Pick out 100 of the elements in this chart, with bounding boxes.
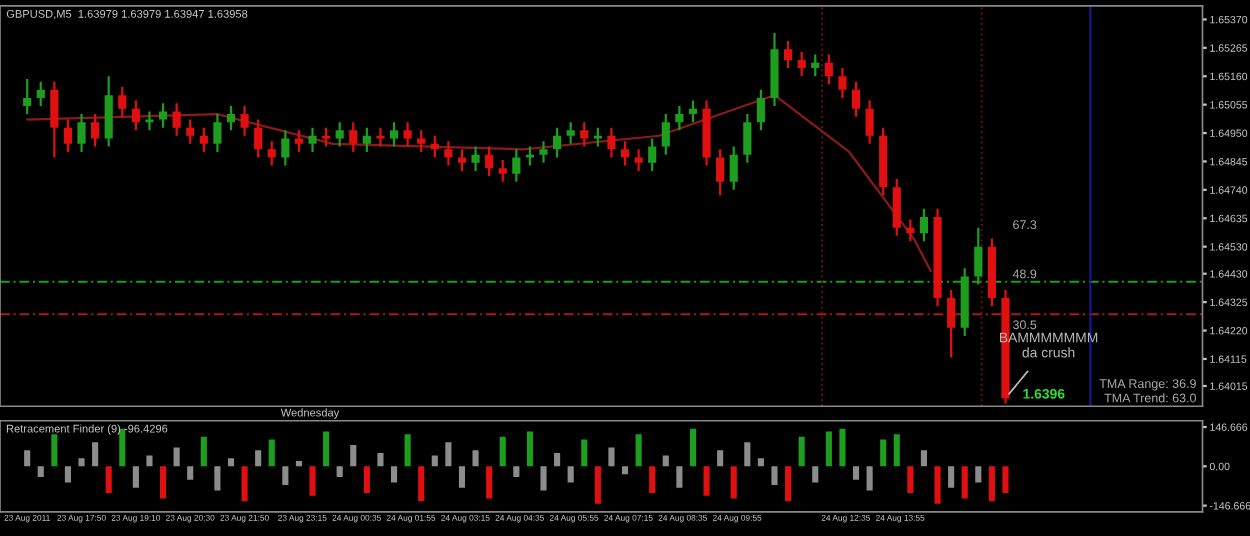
candlestick	[63, 118, 73, 154]
bar	[757, 458, 764, 467]
candlestick	[23, 77, 32, 116]
candlestick	[403, 121, 412, 148]
candlestick	[213, 113, 222, 154]
bar	[336, 466, 343, 478]
candlestick	[756, 88, 765, 132]
candlestick	[620, 140, 630, 167]
bar	[866, 466, 873, 491]
bar	[200, 436, 207, 467]
bar	[594, 466, 601, 504]
bar	[526, 431, 533, 467]
candlestick	[91, 113, 100, 148]
bar	[64, 466, 71, 483]
bar	[458, 466, 466, 488]
bar	[418, 466, 425, 502]
bar	[472, 450, 479, 467]
candlestick	[186, 118, 195, 145]
bar	[295, 460, 302, 467]
bar	[852, 466, 860, 480]
candlestick	[281, 129, 290, 167]
bar	[785, 466, 792, 502]
line-series	[26, 94, 932, 273]
candlestick	[158, 102, 168, 129]
bar	[798, 436, 805, 467]
bar	[703, 466, 710, 496]
candlestick	[199, 126, 208, 154]
bar	[241, 466, 248, 502]
candlestick	[580, 121, 589, 148]
candlestick	[865, 99, 874, 145]
candlestick	[824, 53, 833, 86]
candlestick	[335, 121, 344, 148]
bar	[907, 466, 914, 494]
bar	[37, 466, 44, 478]
candlestick	[389, 121, 399, 148]
bar	[621, 466, 629, 475]
candlestick	[118, 85, 127, 118]
bar	[540, 466, 547, 491]
bar	[1002, 466, 1009, 494]
candlestick	[77, 113, 86, 154]
candlestick	[104, 75, 113, 148]
bar	[227, 458, 235, 467]
candlestick	[308, 126, 317, 154]
bar	[635, 434, 642, 467]
bar	[812, 466, 819, 483]
candlestick	[512, 148, 521, 183]
candlestick	[729, 145, 738, 191]
candlestick	[892, 177, 901, 237]
bar	[404, 434, 411, 467]
bar	[187, 466, 194, 480]
bar	[363, 466, 370, 494]
bar	[323, 431, 330, 467]
bar	[24, 450, 31, 467]
candlestick	[675, 104, 684, 132]
bar	[214, 466, 221, 491]
bar	[105, 466, 112, 494]
candlestick	[294, 129, 303, 154]
bar	[717, 450, 724, 467]
bar	[676, 466, 683, 488]
bar	[934, 466, 941, 504]
bar	[350, 444, 357, 467]
bar	[744, 442, 751, 467]
bar	[649, 466, 656, 494]
bar	[309, 466, 316, 496]
candlestick	[444, 140, 453, 167]
candlestick	[648, 137, 657, 173]
candlestick	[566, 121, 575, 145]
bar	[132, 466, 139, 488]
candlestick	[36, 80, 45, 108]
bar	[988, 466, 995, 502]
candlestick	[634, 148, 643, 173]
bar	[730, 466, 737, 499]
candlestick	[485, 145, 494, 178]
bar	[581, 439, 588, 467]
bar	[825, 431, 832, 467]
candlestick	[254, 118, 263, 159]
candlestick	[838, 67, 847, 99]
candlestick	[661, 113, 670, 156]
bar	[390, 466, 398, 483]
bar	[268, 439, 275, 467]
candlestick	[131, 99, 140, 132]
bar	[119, 428, 126, 467]
bar	[554, 452, 561, 467]
bar	[608, 447, 615, 467]
candlestick	[457, 148, 467, 173]
candlestick	[362, 126, 371, 154]
candlestick	[226, 104, 236, 132]
bar	[839, 428, 846, 467]
candlestick	[50, 80, 59, 159]
bar	[78, 458, 85, 467]
bar	[146, 455, 153, 467]
candlestick	[688, 99, 698, 124]
bar	[771, 466, 778, 486]
candlestick	[919, 207, 929, 243]
bar	[255, 450, 262, 467]
bar	[689, 428, 697, 467]
bar	[282, 466, 289, 486]
candlestick	[743, 113, 752, 164]
candlestick	[811, 53, 820, 78]
bar	[567, 466, 574, 483]
